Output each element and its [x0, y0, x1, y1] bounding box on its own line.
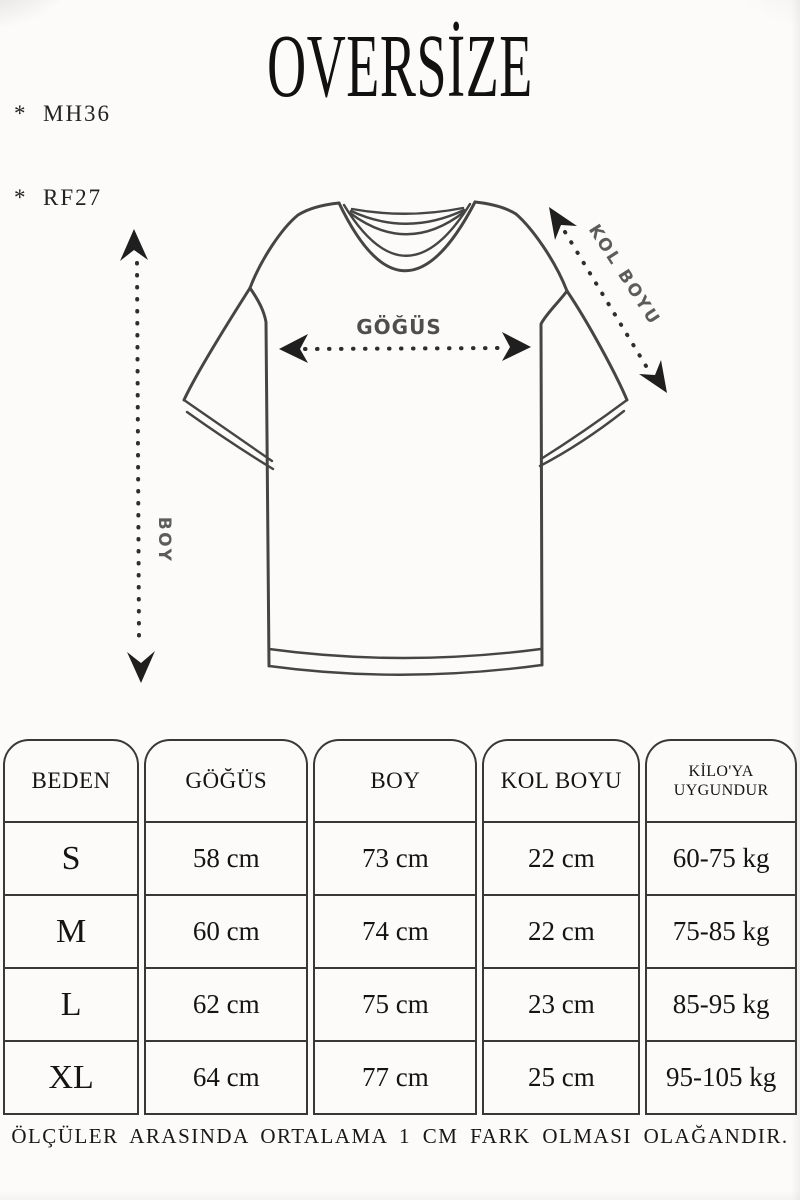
length-value-cell: 77 cm: [315, 1040, 476, 1113]
product-code-1: * MH36: [14, 101, 112, 126]
weight-value-cell: 85-95 kg: [647, 967, 795, 1040]
size-cell: S: [5, 821, 138, 894]
column-header-gogus: GÖĞÜS: [185, 768, 268, 793]
column-header-kol-boyu: KOL BOYU: [500, 768, 623, 793]
sleeve-label: KOL BOYU: [584, 221, 664, 330]
length-value-cell: 74 cm: [315, 894, 476, 967]
chest-value-cell: 64 cm: [146, 1040, 307, 1113]
chest-value-cell: 60 cm: [146, 894, 307, 967]
page-title: OVERSİZE: [267, 17, 533, 116]
column-header-beden: BEDEN: [31, 768, 111, 793]
table-column-beden: BEDEN S M L XL: [3, 739, 140, 1115]
table-column-kol-boyu: KOL BOYU 22 cm 22 cm 23 cm 25 cm: [482, 739, 641, 1115]
size-cell: L: [5, 967, 138, 1040]
tolerance-note: ÖLÇÜLER ARASINDA ORTALAMA 1 CM FARK OLMA…: [11, 1124, 789, 1148]
length-arrow: [120, 229, 155, 683]
column-header-kilo: KİLO'YA UYGUNDUR: [647, 741, 795, 821]
sleeve-value-cell: 25 cm: [484, 1040, 639, 1113]
chest-arrow: [279, 332, 531, 363]
column-header-kilo-line1: KİLO'YA: [688, 762, 754, 780]
length-value-cell: 75 cm: [315, 967, 476, 1040]
size-cell: M: [5, 894, 138, 967]
weight-value-cell: 75-85 kg: [647, 894, 795, 967]
size-cell: XL: [5, 1040, 138, 1113]
table-column-boy: BOY 73 cm 74 cm 75 cm 77 cm: [313, 739, 478, 1115]
length-value-cell: 73 cm: [315, 821, 476, 894]
table-column-gogus: GÖĞÜS 58 cm 60 cm 62 cm 64 cm: [144, 739, 309, 1115]
chest-label: GÖĞÜS: [356, 315, 441, 339]
chest-value-cell: 62 cm: [146, 967, 307, 1040]
sleeve-arrow: [549, 207, 667, 393]
product-codes: * MH36 * RF27: [14, 44, 111, 268]
tshirt-outline: [182, 200, 629, 676]
size-table: BEDEN S M L XL GÖĞÜS 58 cm 60 cm 62 cm 6…: [3, 739, 797, 1115]
length-label: BOY: [154, 517, 174, 564]
weight-value-cell: 95-105 kg: [647, 1040, 795, 1113]
chest-value-cell: 58 cm: [146, 821, 307, 894]
weight-value-cell: 60-75 kg: [647, 821, 795, 894]
column-header-kilo-line2: UYGUNDUR: [673, 782, 769, 799]
column-header-boy: BOY: [370, 768, 421, 793]
product-code-2: * RF27: [14, 185, 103, 210]
sleeve-value-cell: 22 cm: [484, 821, 639, 894]
table-column-kilo: KİLO'YA UYGUNDUR 60-75 kg 75-85 kg 85-95…: [645, 739, 797, 1115]
sleeve-value-cell: 23 cm: [484, 967, 639, 1040]
sleeve-value-cell: 22 cm: [484, 894, 639, 967]
tshirt-measurement-diagram: BOY GÖĞÜS KOL BOYU: [120, 200, 667, 683]
